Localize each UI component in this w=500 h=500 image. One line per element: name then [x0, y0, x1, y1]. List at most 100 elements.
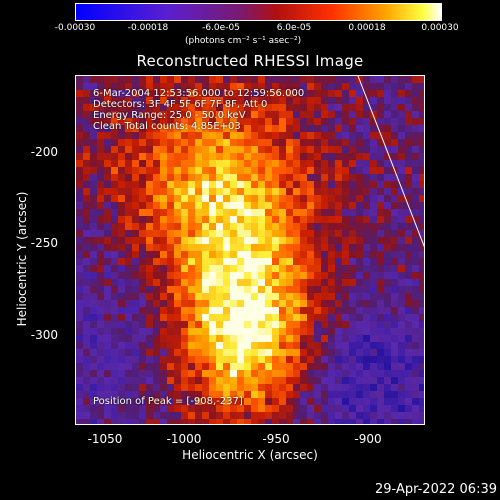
heatmap-cell — [90, 160, 97, 167]
heatmap-cell — [258, 153, 265, 160]
heatmap-cell — [391, 419, 398, 424]
heatmap-cell — [349, 377, 356, 384]
heatmap-cell — [90, 258, 97, 265]
heatmap-cell — [398, 251, 405, 258]
heatmap-cell — [139, 181, 146, 188]
heatmap-cell — [405, 419, 412, 424]
heatmap-cell — [377, 356, 384, 363]
heatmap-cell — [258, 216, 265, 223]
heatmap-cell — [90, 237, 97, 244]
heatmap-cell — [132, 181, 139, 188]
heatmap-cell — [118, 328, 125, 335]
heatmap-cell — [251, 307, 258, 314]
heatmap-cell — [391, 300, 398, 307]
heatmap-cell — [153, 216, 160, 223]
heatmap-cell — [258, 83, 265, 90]
heatmap-cell — [104, 377, 111, 384]
heatmap-cell — [167, 349, 174, 356]
heatmap-cell — [279, 356, 286, 363]
heatmap-cell — [286, 167, 293, 174]
heatmap-cell — [125, 307, 132, 314]
heatmap-cell — [209, 251, 216, 258]
heatmap-cell — [76, 146, 83, 153]
heatmap-cell — [272, 216, 279, 223]
heatmap-cell — [209, 328, 216, 335]
heatmap-cell — [412, 139, 419, 146]
heatmap-cell — [377, 342, 384, 349]
heatmap-cell — [146, 167, 153, 174]
heatmap-cell — [97, 300, 104, 307]
heatmap-cell — [174, 265, 181, 272]
heatmap-cell — [412, 398, 419, 405]
heatmap-cell — [258, 139, 265, 146]
heatmap-cell — [307, 335, 314, 342]
heatmap-cell — [342, 153, 349, 160]
heatmap-cell — [391, 293, 398, 300]
heatmap-cell — [230, 321, 237, 328]
heatmap-cell — [328, 244, 335, 251]
heatmap-cell — [97, 265, 104, 272]
heatmap-cell — [328, 356, 335, 363]
heatmap-cell — [146, 104, 153, 111]
heatmap-cell — [384, 370, 391, 377]
heatmap-cell — [384, 412, 391, 419]
heatmap-cell — [349, 405, 356, 412]
heatmap-cell — [181, 419, 188, 424]
heatmap-cell — [188, 405, 195, 412]
heatmap-cell — [139, 83, 146, 90]
heatmap-cell — [160, 202, 167, 209]
heatmap-cell — [328, 314, 335, 321]
heatmap-cell — [307, 83, 314, 90]
heatmap-cell — [419, 286, 424, 293]
heatmap-cell — [279, 286, 286, 293]
heatmap-cell — [216, 419, 223, 424]
heatmap-cell — [286, 118, 293, 125]
heatmap-cell — [146, 272, 153, 279]
heatmap-cell — [97, 237, 104, 244]
heatmap-cell — [153, 83, 160, 90]
heatmap-cell — [244, 258, 251, 265]
heatmap-cell — [90, 272, 97, 279]
heatmap-cell — [160, 181, 167, 188]
heatmap-cell — [181, 125, 188, 132]
heatmap-cell — [118, 279, 125, 286]
heatmap-cell — [132, 153, 139, 160]
heatmap-cell — [419, 321, 424, 328]
heatmap-cell — [300, 419, 307, 424]
heatmap-cell — [412, 349, 419, 356]
heatmap-cell — [279, 216, 286, 223]
heatmap-cell — [90, 356, 97, 363]
heatmap-cell — [258, 321, 265, 328]
heatmap-cell — [300, 279, 307, 286]
heatmap-cell — [363, 223, 370, 230]
heatmap-cell — [349, 125, 356, 132]
heatmap-cell — [286, 405, 293, 412]
heatmap-cell — [237, 258, 244, 265]
heatmap-cell — [384, 146, 391, 153]
heatmap-cell — [139, 405, 146, 412]
heatmap-cell — [118, 391, 125, 398]
heatmap-cell — [111, 83, 118, 90]
heatmap-cell — [398, 314, 405, 321]
heatmap-cell — [230, 258, 237, 265]
heatmap-cell — [216, 223, 223, 230]
heatmap-cell — [398, 349, 405, 356]
heatmap-cell — [307, 384, 314, 391]
heatmap-cell — [118, 90, 125, 97]
heatmap-cell — [223, 76, 230, 83]
heatmap-cell — [307, 251, 314, 258]
x-tick-label: -900 — [354, 432, 382, 446]
heatmap-cell — [76, 251, 83, 258]
heatmap-cell — [237, 356, 244, 363]
heatmap-cell — [223, 223, 230, 230]
heatmap-cell — [202, 349, 209, 356]
heatmap-cell — [125, 118, 132, 125]
heatmap-cell — [223, 181, 230, 188]
heatmap-cell — [363, 391, 370, 398]
heatmap-cell — [139, 223, 146, 230]
heatmap-cell — [370, 321, 377, 328]
heatmap-cell — [146, 300, 153, 307]
heatmap-cell — [314, 118, 321, 125]
heatmap-cell — [146, 279, 153, 286]
heatmap-cell — [307, 314, 314, 321]
